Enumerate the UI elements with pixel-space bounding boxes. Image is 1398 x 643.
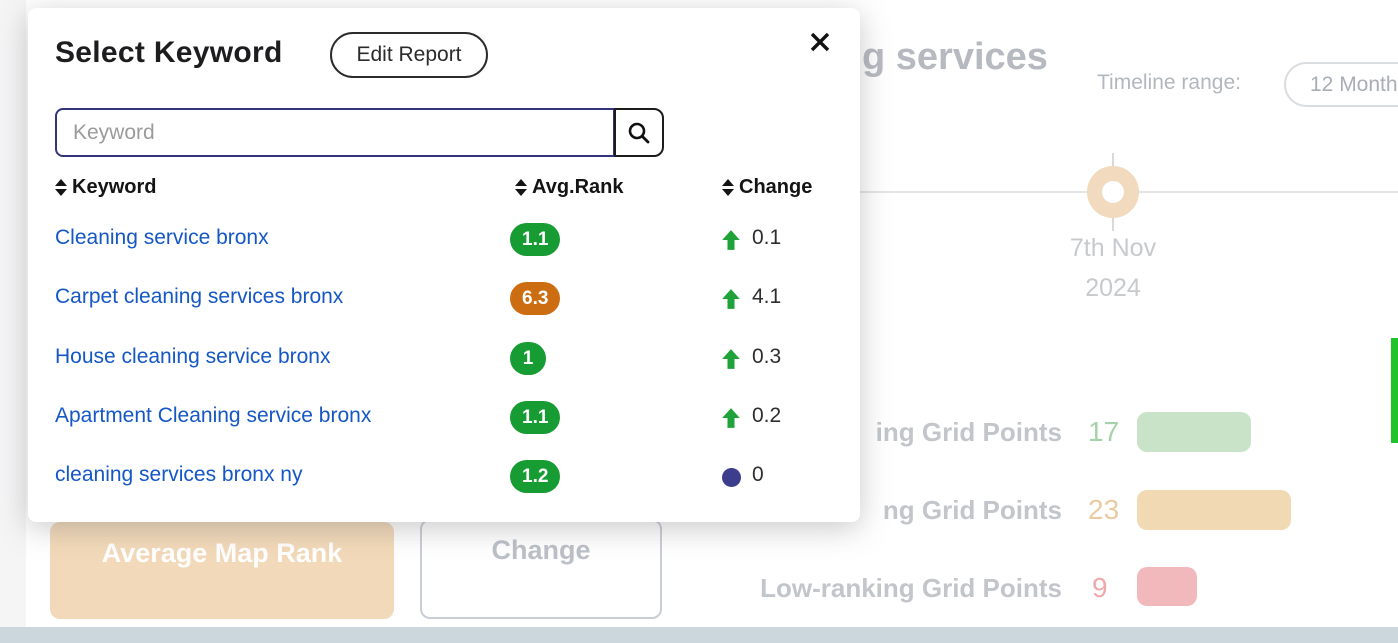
grid-stat-label-low: Low-ranking Grid Points <box>760 573 1062 603</box>
keyword-table-row: cleaning services bronx ny 1.2 0 <box>28 460 860 496</box>
timeline-tick-top <box>1112 153 1114 167</box>
timeline-date-line1: 7th Nov <box>1069 234 1157 262</box>
trend-up-icon <box>722 230 740 250</box>
close-button[interactable] <box>800 22 840 62</box>
column-header-keyword[interactable]: Keyword <box>55 176 156 199</box>
no-change-dot-icon <box>722 468 741 487</box>
keyword-link[interactable]: House cleaning service bronx <box>55 345 331 368</box>
trend-up-icon <box>722 289 740 309</box>
average-map-rank-button[interactable]: Average Map Rank <box>50 522 394 619</box>
change-value: 0 <box>752 463 764 486</box>
modal-title: Select Keyword <box>55 36 283 69</box>
grid-stat-label-mid: ng Grid Points <box>882 495 1062 525</box>
grid-stat-bar-mid <box>1137 490 1291 530</box>
page-left-gutter <box>0 0 26 627</box>
avg-rank-badge: 1.1 <box>510 223 561 256</box>
sort-icon <box>515 179 527 196</box>
timeline-marker[interactable] <box>1087 166 1139 218</box>
keyword-link[interactable]: cleaning services bronx ny <box>55 463 303 486</box>
column-header-avg-rank[interactable]: Avg.Rank <box>515 176 624 199</box>
timeline-range-value: 12 Month <box>1310 72 1398 96</box>
search-icon <box>628 122 650 143</box>
avg-rank-badge: 1.2 <box>510 460 561 493</box>
timeline-marker-date: 7th Nov 2024 <box>1038 228 1188 308</box>
grid-stat-value-high: 17 <box>1088 416 1120 447</box>
grid-stat-value-low: 9 <box>1092 572 1108 603</box>
timeline-range-label: Timeline range: <box>1097 71 1241 94</box>
change-metric-button[interactable]: Change <box>420 519 662 619</box>
grid-stat-label-high: ing Grid Points <box>875 417 1062 447</box>
edit-report-button[interactable]: Edit Report <box>330 32 488 78</box>
column-header-avg-rank-label: Avg.Rank <box>532 176 624 198</box>
column-header-change-label: Change <box>739 176 813 198</box>
keyword-table-row: House cleaning service bronx 1 0.3 <box>28 342 860 378</box>
select-keyword-modal: Select Keyword Edit Report Keyword Avg.R… <box>28 8 860 522</box>
trend-up-icon <box>722 408 740 428</box>
change-value: 0.2 <box>752 404 782 427</box>
search-button[interactable] <box>614 108 664 157</box>
keyword-link[interactable]: Carpet cleaning services bronx <box>55 285 344 308</box>
edit-report-label: Edit Report <box>356 43 462 66</box>
right-edge-green-bar <box>1391 338 1398 443</box>
timeline-range-select[interactable]: 12 Month <box>1284 62 1398 107</box>
grid-stat-bar-high <box>1137 412 1251 452</box>
avg-rank-badge: 1 <box>510 342 546 375</box>
keyword-link[interactable]: Cleaning service bronx <box>55 226 269 249</box>
sort-icon <box>55 179 67 196</box>
change-value: 4.1 <box>752 285 782 308</box>
keyword-table-row: Carpet cleaning services bronx 6.3 4.1 <box>28 282 860 318</box>
timeline-tick-bottom <box>1112 217 1114 231</box>
column-header-change[interactable]: Change <box>722 176 812 199</box>
trend-up-icon <box>722 349 740 369</box>
avg-rank-badge: 6.3 <box>510 282 561 315</box>
page-title-partial: g services <box>862 36 1048 78</box>
keyword-link[interactable]: Apartment Cleaning service bronx <box>55 404 372 427</box>
grid-stat-bar-low <box>1137 567 1197 606</box>
grid-stat-value-mid: 23 <box>1088 494 1120 525</box>
timeline-date-line2: 2024 <box>1085 274 1141 302</box>
keyword-table-row: Apartment Cleaning service bronx 1.1 0.2 <box>28 401 860 437</box>
bottom-page-band <box>0 627 1398 643</box>
change-value: 0.1 <box>752 226 782 249</box>
keyword-search-input[interactable] <box>55 108 615 157</box>
close-icon <box>810 32 830 52</box>
sort-icon <box>722 179 734 196</box>
avg-rank-badge: 1.1 <box>510 401 561 434</box>
keyword-table-row: Cleaning service bronx 1.1 0.1 <box>28 223 860 259</box>
column-header-keyword-label: Keyword <box>72 176 157 198</box>
change-value: 0.3 <box>752 345 782 368</box>
